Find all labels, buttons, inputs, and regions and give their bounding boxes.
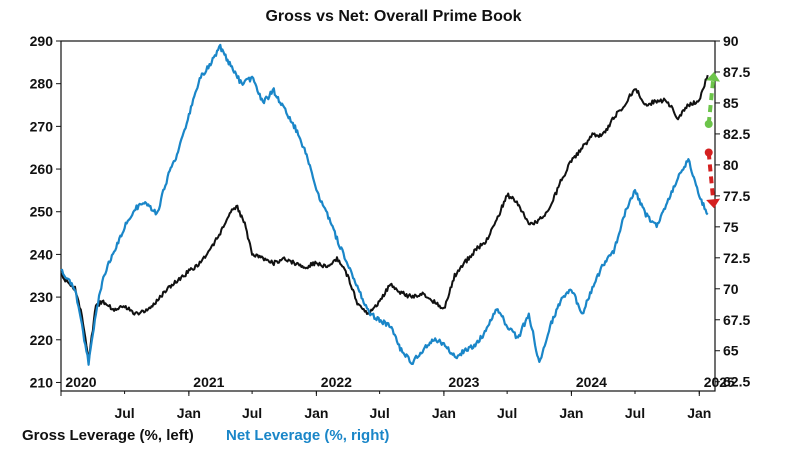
y-left-tick-label: 220: [30, 332, 54, 348]
y-right-tick-label: 90: [723, 33, 739, 49]
y-right-tick-label: 72.5: [723, 250, 750, 266]
y-left-tick-label: 260: [30, 161, 54, 177]
red-arrow-head: [706, 198, 721, 209]
x-month-label: Jul: [242, 405, 262, 421]
y-left-tick-label: 290: [30, 33, 54, 49]
y-right-tick-label: 65: [723, 343, 739, 359]
y-left-tick-label: 210: [30, 374, 54, 390]
x-month-label: Jul: [114, 405, 134, 421]
y-right-tick-label: 75: [723, 219, 739, 235]
green-dashed-arrow-shaft: [706, 80, 716, 125]
x-year-label: 2025: [704, 374, 735, 390]
x-month-label: Jan: [559, 405, 583, 421]
chart-title: Gross vs Net: Overall Prime Book: [265, 8, 522, 25]
y-right-tick-label: 77.5: [723, 188, 750, 204]
legend-net-leverage: Net Leverage (%, right): [226, 427, 390, 444]
x-month-label: Jan: [304, 405, 328, 421]
y-left-tick-label: 250: [30, 204, 54, 220]
y-left-tick-label: 270: [30, 118, 54, 134]
legend-gross-leverage: Gross Leverage (%, left): [22, 427, 194, 444]
x-month-label: Jan: [687, 405, 711, 421]
x-month-label: Jul: [625, 405, 645, 421]
x-year-label: 2022: [321, 374, 352, 390]
x-year-label: 2020: [65, 374, 96, 390]
series-net-leverage-line: [60, 43, 709, 366]
x-year-label: 2024: [576, 374, 607, 390]
x-year-label: 2021: [193, 374, 224, 390]
series-gross-leverage-line: [60, 74, 709, 362]
x-month-label: Jul: [497, 405, 517, 421]
y-left-tick-label: 240: [30, 246, 54, 262]
x-month-label: Jan: [432, 405, 456, 421]
red-dashed-arrow-shaft: [706, 152, 716, 200]
x-year-label: 2023: [448, 374, 479, 390]
y-right-tick-label: 85: [723, 95, 739, 111]
y-right-tick-label: 62.5: [723, 374, 750, 390]
y-right-tick-label: 87.5: [723, 64, 750, 80]
y-right-tick-label: 80: [723, 157, 739, 173]
y-right-tick-label: 82.5: [723, 126, 750, 142]
y-right-tick-label: 70: [723, 281, 739, 297]
x-month-label: Jul: [369, 405, 389, 421]
y-right-tick-label: 67.5: [723, 312, 750, 328]
y-left-tick-label: 230: [30, 289, 54, 305]
plot-frame: [60, 40, 716, 392]
y-left-tick-label: 280: [30, 76, 54, 92]
green-arrow-head: [706, 71, 721, 82]
x-month-label: Jan: [177, 405, 201, 421]
